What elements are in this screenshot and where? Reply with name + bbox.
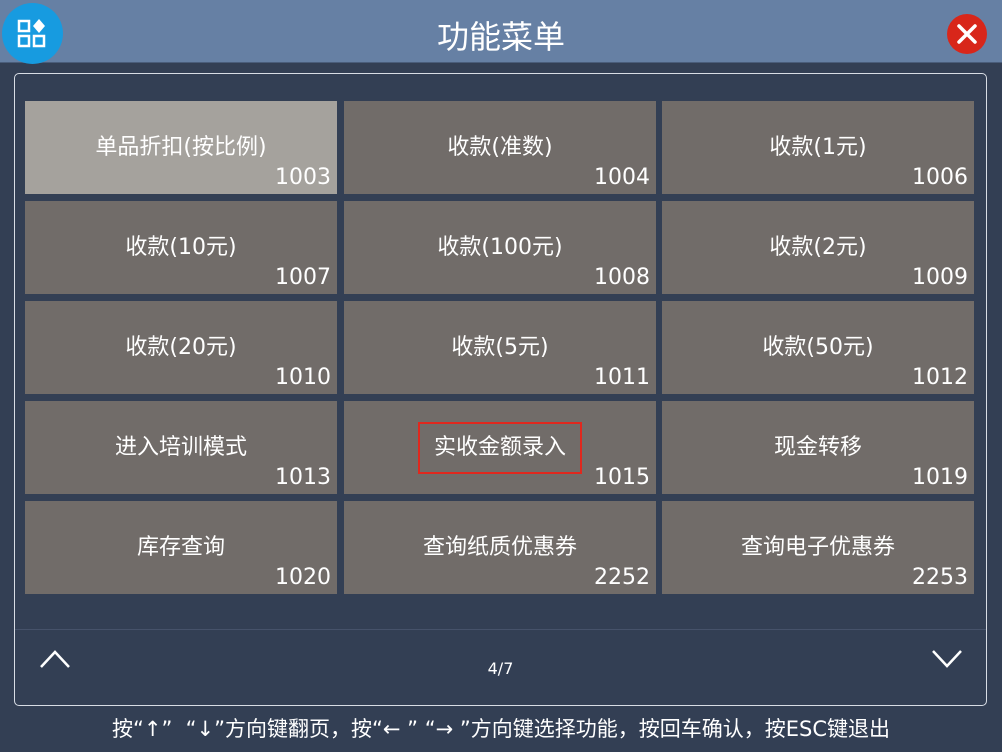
page-indicator: 4/7 bbox=[487, 659, 514, 678]
tile-label: 查询电子优惠券 bbox=[740, 535, 895, 560]
tile-label: 库存查询 bbox=[136, 535, 225, 560]
menu-tile-1013[interactable]: 进入培训模式 1013 bbox=[25, 401, 337, 494]
menu-tile-1009[interactable]: 收款(2元) 1009 bbox=[662, 201, 974, 294]
tile-label: 收款(1元) bbox=[769, 135, 867, 160]
tile-code: 1015 bbox=[594, 465, 650, 490]
menu-tile-1006[interactable]: 收款(1元) 1006 bbox=[662, 101, 974, 194]
tile-code: 1004 bbox=[594, 165, 650, 190]
menu-tile-1015[interactable]: 实收金额录入 1015 bbox=[344, 401, 656, 494]
menu-tile-1019[interactable]: 现金转移 1019 bbox=[662, 401, 974, 494]
tile-label: 收款(20元) bbox=[125, 335, 237, 360]
page-down-button[interactable] bbox=[931, 649, 963, 673]
tile-code: 1013 bbox=[275, 465, 331, 490]
menu-tile-1010[interactable]: 收款(20元) 1010 bbox=[25, 301, 337, 394]
tile-label: 收款(5元) bbox=[451, 335, 549, 360]
chevron-up-icon bbox=[40, 650, 70, 668]
tile-label: 进入培训模式 bbox=[114, 435, 247, 460]
divider bbox=[15, 629, 986, 630]
tile-label: 查询纸质优惠券 bbox=[422, 535, 577, 560]
tile-label: 单品折扣(按比例) bbox=[95, 135, 267, 160]
close-button[interactable] bbox=[947, 14, 987, 54]
menu-tile-1020[interactable]: 库存查询 1020 bbox=[25, 501, 337, 594]
tile-code: 1007 bbox=[275, 265, 331, 290]
tile-code: 1006 bbox=[912, 165, 968, 190]
tile-label: 实收金额录入 bbox=[417, 422, 582, 474]
tile-label: 收款(100元) bbox=[437, 235, 563, 260]
keyboard-hint: 按“↑” “↓”方向键翻页，按“← ” “→ ”方向键选择功能，按回车确认，按E… bbox=[111, 717, 891, 741]
tile-label: 收款(2元) bbox=[769, 235, 867, 260]
menu-tile-2253[interactable]: 查询电子优惠券 2253 bbox=[662, 501, 974, 594]
menu-tile-1004[interactable]: 收款(准数) 1004 bbox=[344, 101, 656, 194]
tile-code: 1012 bbox=[912, 365, 968, 390]
tile-code: 1009 bbox=[912, 265, 968, 290]
tile-label: 收款(准数) bbox=[447, 135, 553, 160]
menu-tile-1012[interactable]: 收款(50元) 1012 bbox=[662, 301, 974, 394]
menu-tile-1007[interactable]: 收款(10元) 1007 bbox=[25, 201, 337, 294]
close-icon bbox=[957, 24, 977, 44]
window-title: 功能菜单 bbox=[436, 18, 565, 56]
menu-tile-1011[interactable]: 收款(5元) 1011 bbox=[344, 301, 656, 394]
menu-tile-1008[interactable]: 收款(100元) 1008 bbox=[344, 201, 656, 294]
tile-code: 1010 bbox=[275, 365, 331, 390]
tile-label: 收款(10元) bbox=[125, 235, 237, 260]
apps-icon[interactable] bbox=[2, 3, 63, 64]
tile-code: 1008 bbox=[594, 265, 650, 290]
tile-label: 现金转移 bbox=[773, 435, 862, 460]
menu-tile-2252[interactable]: 查询纸质优惠券 2252 bbox=[344, 501, 656, 594]
tile-label: 收款(50元) bbox=[762, 335, 874, 360]
function-menu-panel: 单品折扣(按比例) 1003 收款(准数) 1004 收款(1元) 1006 收款(10元)… bbox=[14, 73, 987, 706]
tile-code: 1019 bbox=[912, 465, 968, 490]
menu-tile-1003[interactable]: 单品折扣(按比例) 1003 bbox=[25, 101, 337, 194]
title-bar: 功能菜单 bbox=[0, 0, 1002, 64]
tile-code: 2252 bbox=[594, 565, 650, 590]
chevron-down-icon bbox=[932, 650, 962, 668]
tile-code: 2253 bbox=[912, 565, 968, 590]
tile-code: 1011 bbox=[594, 365, 650, 390]
tile-code: 1003 bbox=[275, 165, 331, 190]
page-up-button[interactable] bbox=[39, 649, 71, 673]
tile-code: 1020 bbox=[275, 565, 331, 590]
